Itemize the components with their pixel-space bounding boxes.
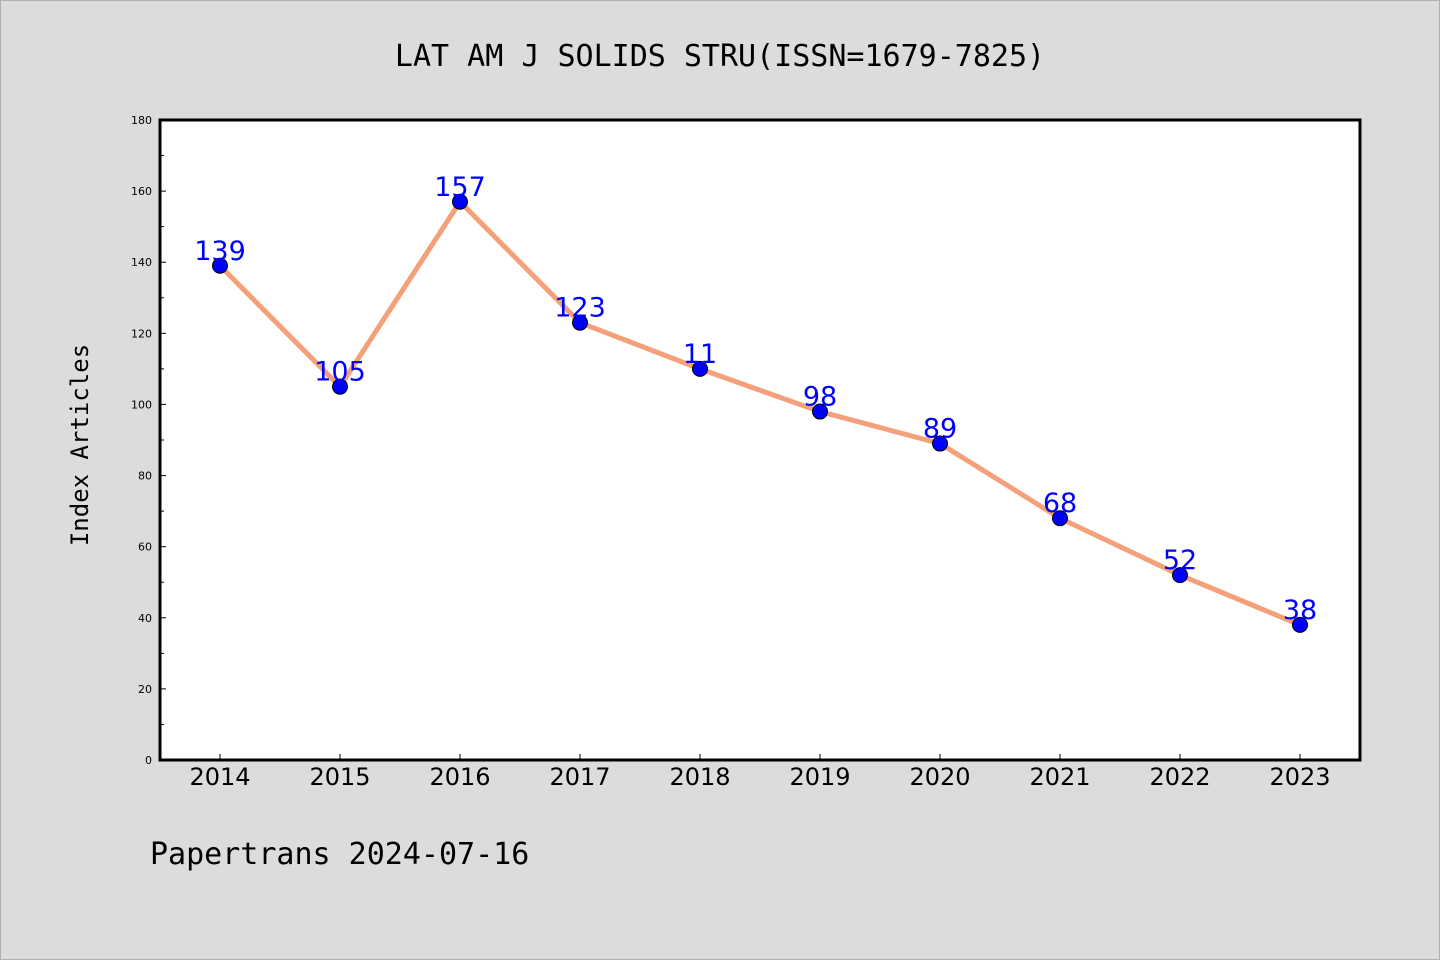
plot-border — [158, 118, 1362, 762]
y-tick-label: 160 — [131, 185, 152, 198]
axis-ticks: 0 20 40 60 80 100 120 140 160 180 2014 2015 2016 2017… — [131, 114, 1331, 791]
y-axis-label: Index Articles — [66, 344, 94, 546]
x-tick-label: 2023 — [1269, 763, 1330, 791]
data-label: 52 — [1163, 545, 1197, 576]
data-point — [1292, 616, 1308, 633]
y-tick-label: 40 — [138, 612, 152, 625]
x-tick-label: 2022 — [1149, 763, 1210, 791]
data-point — [1052, 510, 1068, 527]
data-label: 11 — [683, 339, 717, 370]
y-tick-label: 120 — [131, 327, 152, 340]
x-tick-label: 2014 — [189, 763, 250, 791]
series-line — [218, 199, 1301, 628]
data-label: 123 — [554, 293, 606, 324]
data-label: 105 — [314, 357, 366, 388]
data-point — [452, 193, 468, 210]
x-tick-label: 2018 — [669, 763, 730, 791]
y-tick-label: 60 — [138, 541, 152, 554]
x-tick-label: 2016 — [429, 763, 490, 791]
data-label: 98 — [803, 382, 837, 413]
y-tick-label: 80 — [138, 470, 152, 483]
credit-text: Papertrans 2024-07-16 — [150, 837, 529, 872]
chart-title: LAT AM J SOLIDS STRU(ISSN=1679-7825) — [395, 39, 1045, 74]
y-tick-label: 0 — [145, 754, 152, 767]
data-label: 139 — [194, 236, 246, 267]
plot-area — [160, 120, 1360, 760]
data-point — [692, 360, 708, 377]
x-tick-label: 2015 — [309, 763, 370, 791]
y-tick-label: 180 — [131, 114, 152, 127]
series-line-layer — [218, 199, 1301, 628]
x-tick-label: 2017 — [549, 763, 610, 791]
data-point — [212, 257, 228, 274]
y-tick-label: 140 — [131, 256, 152, 269]
y-tick-label: 20 — [138, 683, 152, 696]
y-tick-label: 100 — [131, 398, 152, 411]
data-point — [812, 403, 828, 420]
data-label: 68 — [1043, 488, 1077, 519]
x-tick-label: 2020 — [909, 763, 970, 791]
data-point — [1172, 567, 1188, 584]
marker-layer — [212, 193, 1308, 633]
data-label: 157 — [434, 172, 486, 203]
x-tick-label: 2019 — [789, 763, 850, 791]
data-point — [572, 314, 588, 331]
data-point — [332, 378, 348, 395]
x-tick-label: 2021 — [1029, 763, 1090, 791]
data-label-layer: 139 105 157 123 11 98 89 68 52 38 — [194, 172, 1317, 626]
data-label: 38 — [1283, 595, 1317, 626]
data-point — [932, 435, 948, 452]
data-label: 89 — [923, 414, 957, 445]
